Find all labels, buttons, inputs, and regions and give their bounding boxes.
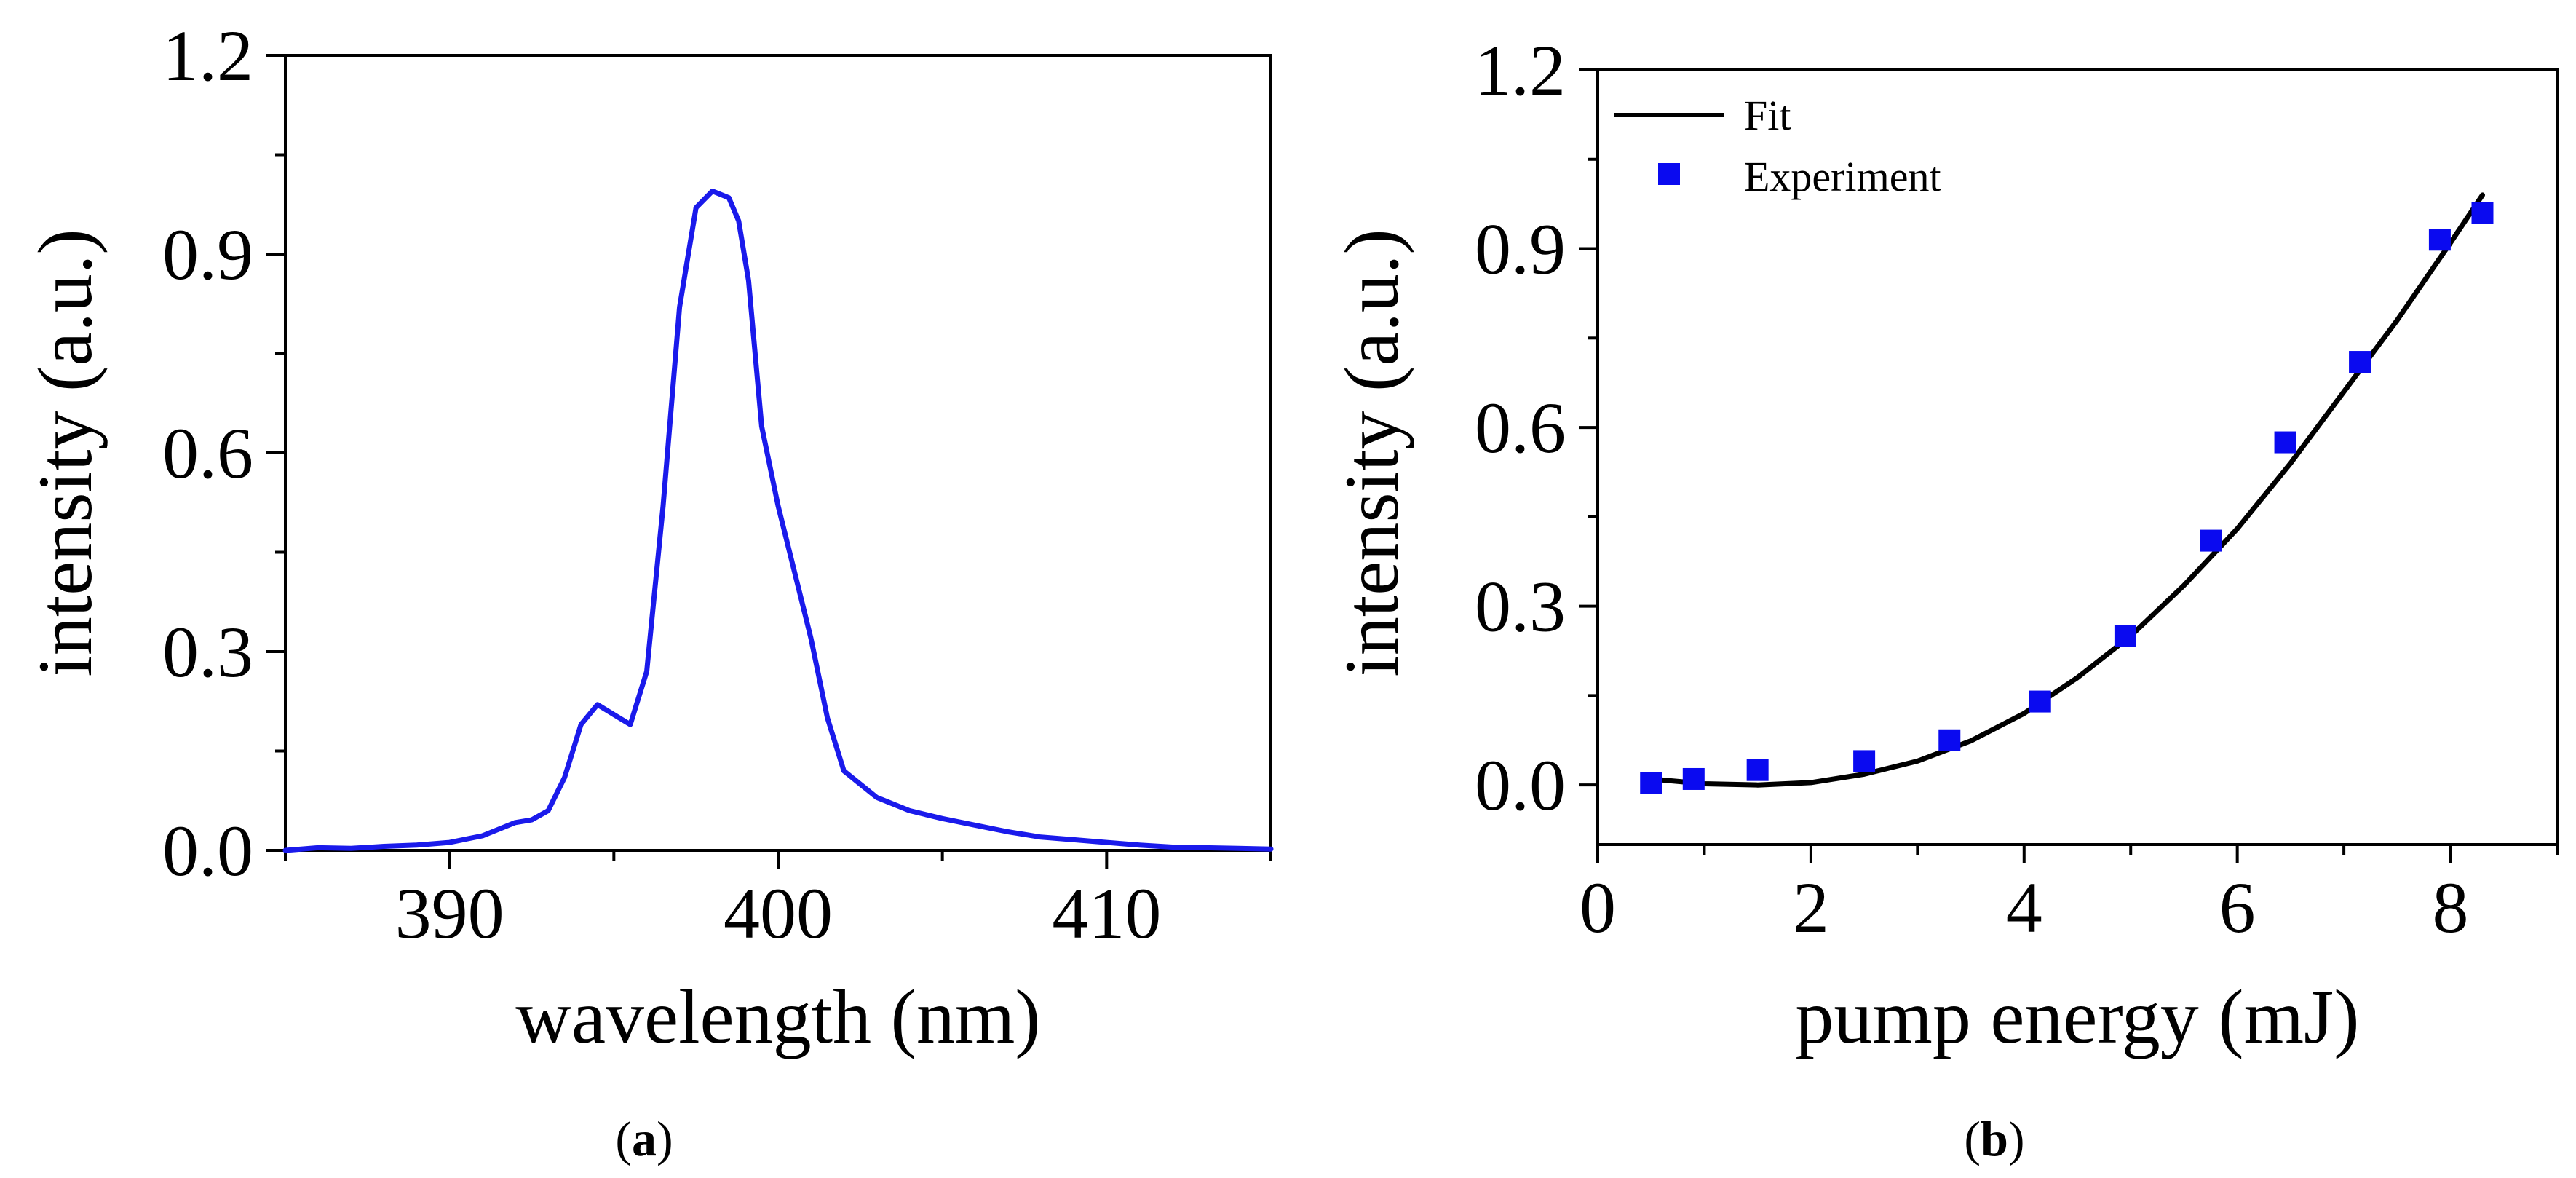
panel-b-chart: 0 2 4 6 8 0.0 0.3 0.6 0.9 1.2 Fit Experiment pump… (1329, 30, 2559, 1166)
panel-a-tick-labels: 390 400 410 0.0 0.3 0.6 0.9 1.2 (162, 15, 1161, 954)
panel-b-y-axis-title: intensity (a.u.) (1329, 229, 1414, 676)
panel-b-tick-labels: 0 2 4 6 8 0.0 0.3 0.6 0.9 1.2 (1475, 30, 2469, 948)
b-data-point (1746, 759, 1769, 781)
panel-b-frame (1596, 68, 2559, 846)
panel-b-label-letter: b (1981, 1111, 2008, 1166)
a-y-tick-label: 0.3 (162, 612, 253, 692)
panel-a-y-axis-title: intensity (a.u.) (23, 229, 108, 676)
b-data-point (1853, 750, 1876, 772)
b-x-tick-label: 8 (2433, 867, 2469, 948)
a-x-tick-label: 410 (1052, 873, 1161, 954)
b-data-point (1938, 729, 1961, 751)
b-y-tick-label: 1.2 (1475, 30, 1566, 111)
panel-b-series (1640, 192, 2494, 794)
panel-a-chart: 390 400 410 0.0 0.3 0.6 0.9 1.2 wavelength (nm)… (23, 15, 1274, 1166)
legend-experiment-label: Experiment (1744, 153, 1941, 200)
b-x-tick-label: 2 (1793, 867, 1829, 948)
b-series-fit-line (1648, 192, 2485, 788)
b-y-tick-label: 0.3 (1475, 566, 1566, 647)
b-data-point (2200, 529, 2222, 552)
b-data-point (2114, 625, 2136, 647)
a-y-tick-label: 0.9 (162, 214, 253, 295)
b-data-point (2274, 431, 2296, 454)
panel-b-x-axis-title: pump energy (mJ) (1795, 974, 2359, 1059)
b-data-point (2349, 351, 2371, 373)
a-series-spectrum-line (282, 189, 1274, 853)
panel-b-label: (b) (1964, 1111, 2024, 1166)
panel-a-label-letter: a (632, 1111, 657, 1166)
panel-a-x-axis-title: wavelength (nm) (515, 974, 1040, 1059)
panel-a-label: (a) (615, 1111, 673, 1166)
a-y-tick-label: 0.0 (162, 810, 253, 891)
b-y-tick-label: 0.0 (1475, 745, 1566, 826)
b-data-point (2471, 202, 2494, 224)
b-x-tick-label: 4 (2006, 867, 2042, 948)
b-x-tick-label: 0 (1580, 867, 1616, 948)
legend-experiment-swatch (1658, 163, 1680, 185)
panel-b-legend: Fit Experiment (1614, 92, 1941, 200)
b-x-tick-label: 6 (2219, 867, 2256, 948)
b-data-point (2428, 229, 2451, 251)
panel-b-ticks (1579, 68, 2559, 863)
panel-a-series (282, 189, 1274, 853)
b-y-tick-label: 0.9 (1475, 209, 1566, 290)
b-y-tick-label: 0.6 (1475, 387, 1566, 468)
b-data-point (2029, 690, 2051, 713)
panel-a-frame (284, 54, 1272, 852)
b-data-point (1640, 772, 1662, 794)
a-x-tick-label: 390 (395, 873, 504, 954)
legend-fit-label: Fit (1744, 92, 1791, 139)
b-data-point (1682, 767, 1705, 790)
a-y-tick-label: 1.2 (162, 15, 253, 96)
a-y-tick-label: 0.6 (162, 413, 253, 494)
a-x-tick-label: 400 (724, 873, 833, 954)
panel-a-ticks (266, 54, 1272, 869)
